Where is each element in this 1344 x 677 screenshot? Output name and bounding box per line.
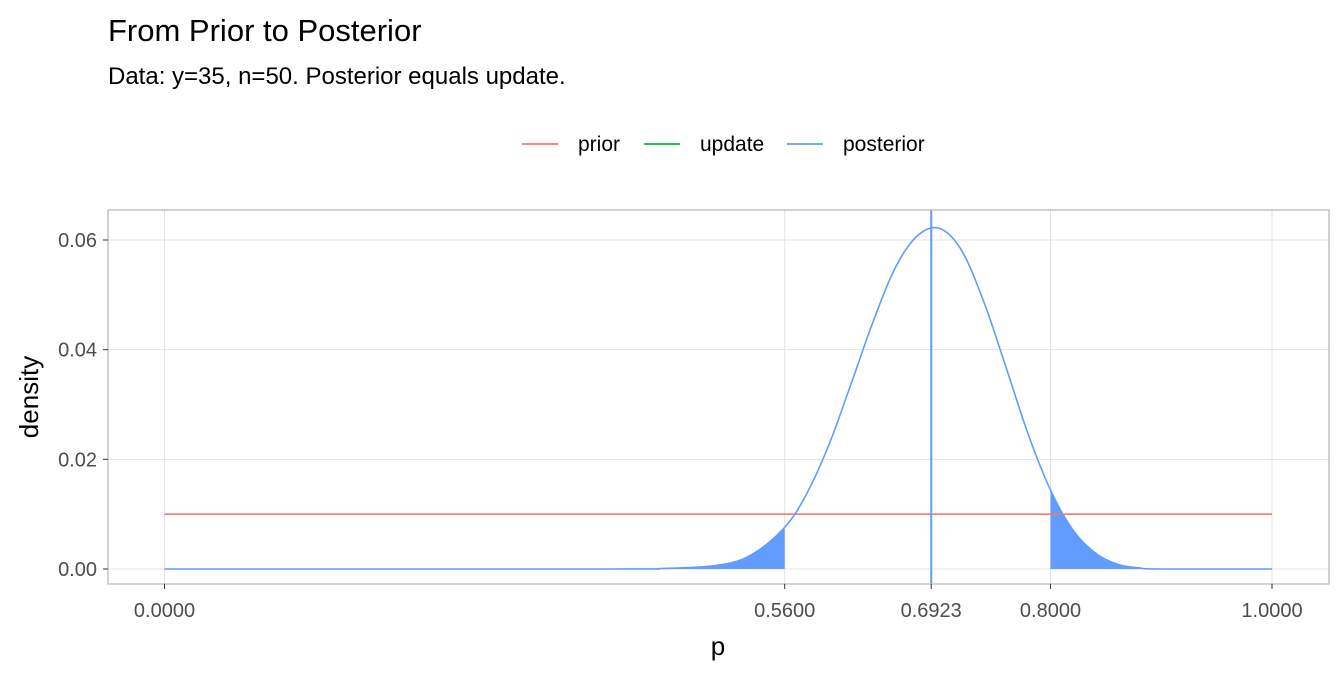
y-tick-label: 0.04 [58, 340, 97, 362]
legend-label-posterior: posterior [843, 133, 925, 156]
grid [108, 210, 1329, 584]
y-axis-ticks: 0.00 0.02 0.04 0.06 [58, 230, 108, 581]
shaded-tail-area [164, 527, 785, 569]
x-tick-label: 1.0000 [1241, 600, 1302, 622]
x-tick-label: 0.6923 [901, 600, 962, 622]
y-axis-title: density [14, 356, 44, 438]
chart-subtitle: Data: y=35, n=50. Posterior equals updat… [108, 63, 566, 90]
x-axis-ticks: 0.0000 0.5600 0.6923 0.8000 1.0000 [134, 584, 1303, 622]
x-tick-label: 0.0000 [134, 600, 195, 622]
y-tick-label: 0.02 [58, 449, 97, 471]
x-tick-label: 0.8000 [1020, 600, 1081, 622]
legend: prior update posterior [522, 133, 925, 156]
y-tick-label: 0.00 [58, 559, 97, 581]
shaded-areas [164, 490, 1272, 569]
x-tick-label: 0.5600 [754, 600, 815, 622]
legend-label-prior: prior [578, 133, 620, 156]
series-line-posterior [164, 226, 1272, 570]
chart-title: From Prior to Posterior [108, 13, 422, 48]
y-tick-label: 0.06 [58, 230, 97, 252]
shaded-tail-area [1050, 490, 1272, 569]
series-lines [164, 226, 1272, 570]
x-axis-title: p [711, 631, 725, 661]
legend-label-update: update [700, 133, 764, 156]
plot-panel-border [107, 209, 1330, 585]
